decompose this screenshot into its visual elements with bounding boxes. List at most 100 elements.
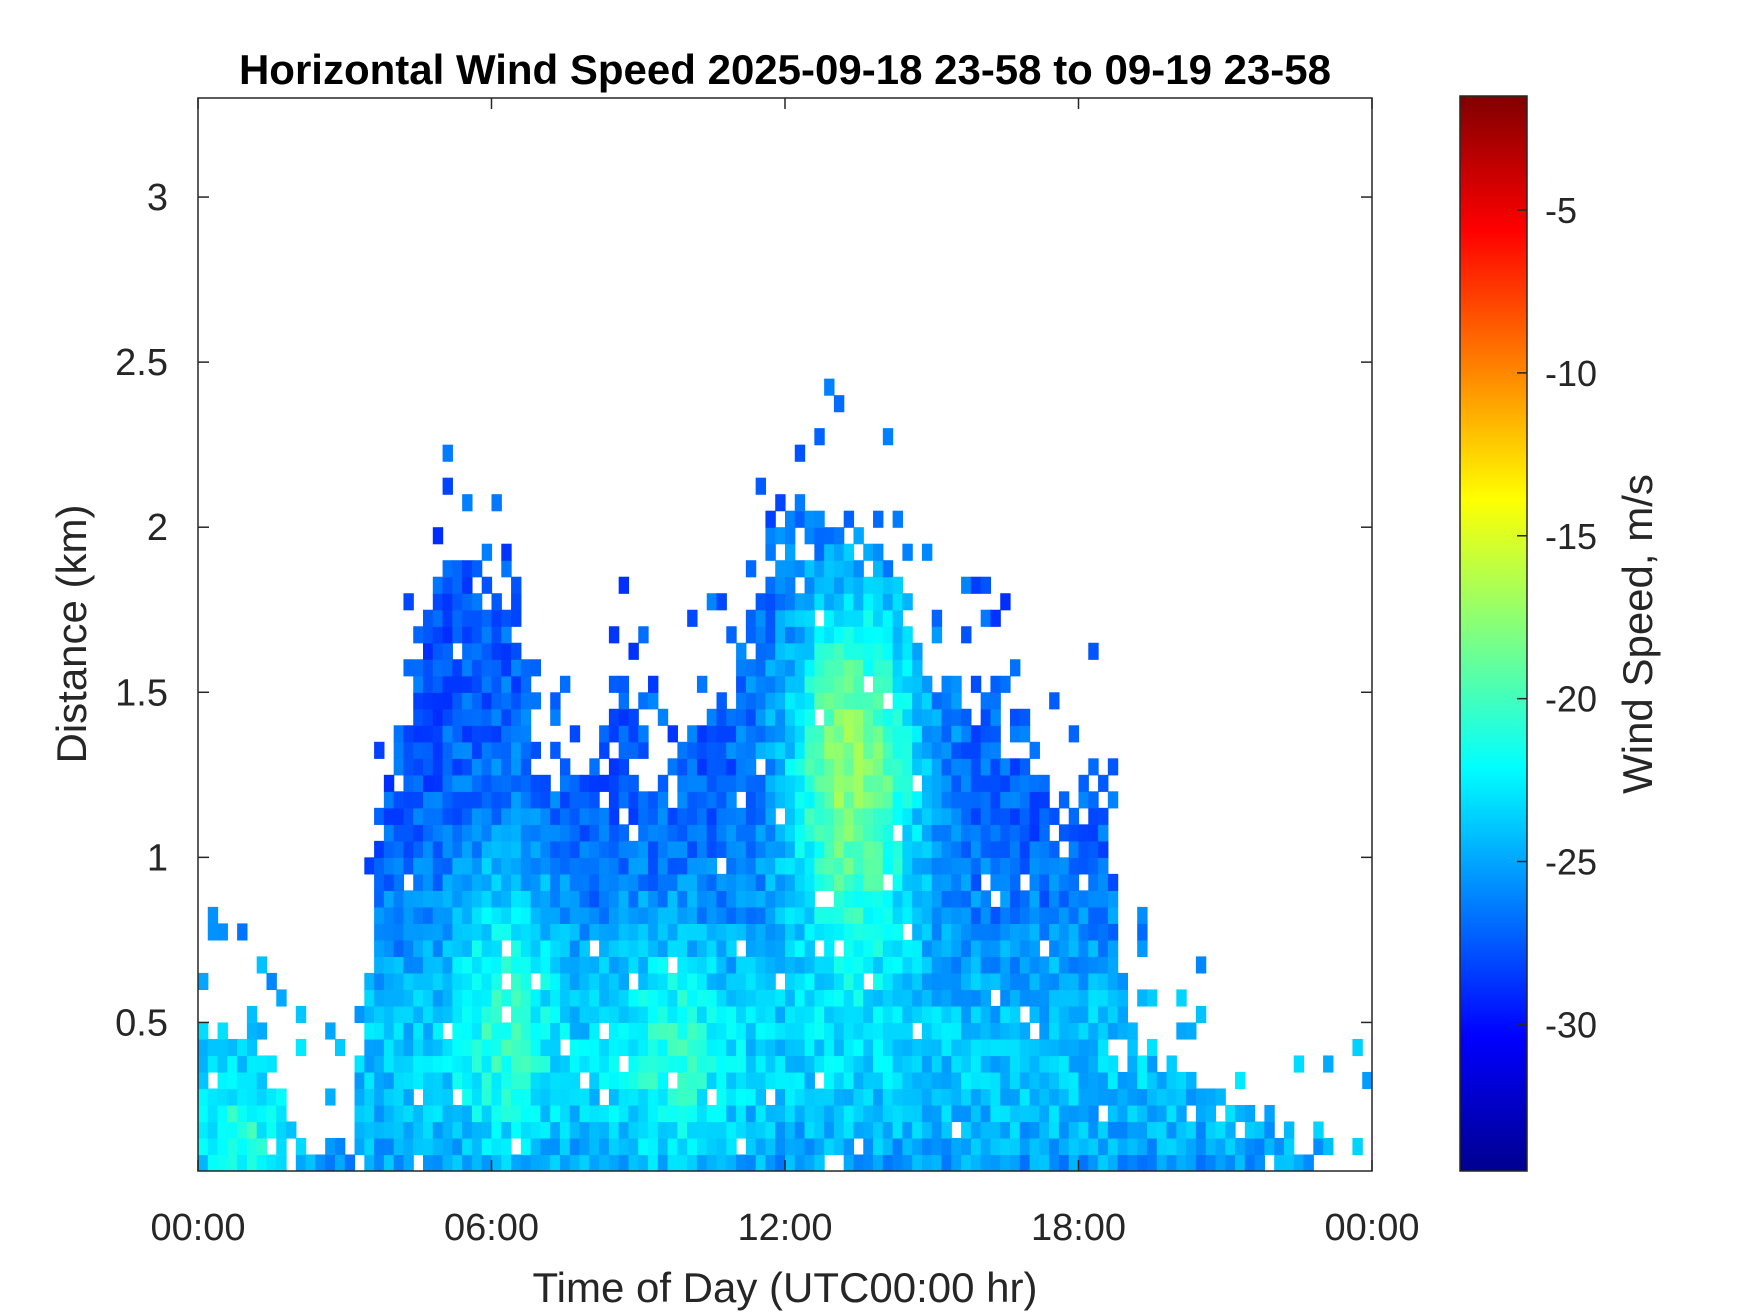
- heatmap-cell: [432, 1055, 444, 1073]
- heatmap-cell: [1117, 1022, 1129, 1040]
- heatmap-cell: [520, 791, 532, 809]
- heatmap-cell: [481, 659, 493, 677]
- heatmap-cell: [442, 1121, 453, 1139]
- heatmap-cell: [794, 642, 806, 660]
- heatmap-cell: [442, 890, 453, 908]
- heatmap-cell: [716, 774, 727, 792]
- heatmap-cell: [608, 1005, 620, 1024]
- heatmap-cell: [374, 1005, 385, 1024]
- heatmap-cell: [1088, 840, 1099, 858]
- heatmap-cell: [687, 1038, 698, 1057]
- heatmap-cell: [589, 1071, 600, 1090]
- heatmap-cell: [1010, 758, 1021, 776]
- heatmap-cell: [882, 642, 894, 660]
- heatmap-cell: [1254, 1154, 1265, 1171]
- heatmap-cell: [863, 939, 874, 957]
- heatmap-cell: [1127, 1121, 1138, 1139]
- heatmap-cell: [755, 1104, 767, 1123]
- heatmap-cell: [696, 1005, 708, 1024]
- heatmap-cell: [325, 1137, 336, 1156]
- heatmap-cell: [198, 1137, 209, 1156]
- heatmap-cell: [1019, 972, 1031, 991]
- heatmap-cell: [677, 890, 688, 908]
- heatmap-cell: [1107, 1071, 1119, 1090]
- heatmap-cell: [775, 1121, 786, 1139]
- heatmap-cell: [1117, 1088, 1129, 1106]
- heatmap-cell: [452, 840, 463, 858]
- heatmap-cell: [1010, 1055, 1021, 1073]
- heatmap-cell: [481, 1005, 493, 1024]
- heatmap-cell: [1078, 1154, 1089, 1171]
- heatmap-cell: [902, 1104, 913, 1123]
- heatmap-cell: [892, 1121, 903, 1139]
- heatmap-cell: [931, 791, 943, 809]
- heatmap-cell: [833, 1137, 845, 1156]
- heatmap-cell: [1058, 1071, 1070, 1090]
- heatmap-cell: [344, 1154, 356, 1171]
- heatmap-cell: [423, 939, 434, 957]
- heatmap-cell: [814, 626, 825, 644]
- heatmap-cell: [481, 543, 493, 561]
- heatmap-cell: [648, 675, 659, 693]
- heatmap-cell: [912, 692, 923, 710]
- heatmap-cell: [452, 1022, 463, 1040]
- heatmap-cell: [1107, 1154, 1119, 1171]
- heatmap-cell: [481, 989, 493, 1007]
- heatmap-cell: [785, 791, 796, 809]
- heatmap-cell: [1146, 989, 1158, 1007]
- heatmap-cell: [696, 989, 708, 1007]
- heatmap-cell: [452, 923, 463, 941]
- heatmap-cell: [442, 444, 453, 462]
- heatmap-cell: [873, 593, 884, 611]
- heatmap-cell: [1264, 1137, 1275, 1156]
- heatmap-cell: [951, 1071, 962, 1090]
- heatmap-cell: [618, 774, 630, 792]
- heatmap-cell: [677, 1154, 688, 1171]
- heatmap-cell: [569, 1071, 581, 1090]
- heatmap-cell: [902, 1022, 913, 1040]
- heatmap-cell: [824, 840, 835, 858]
- heatmap-cell: [462, 857, 473, 875]
- heatmap-cell: [657, 1154, 669, 1171]
- heatmap-cell: [980, 1154, 992, 1171]
- heatmap-cell: [413, 840, 424, 858]
- heatmap-cell: [501, 956, 512, 974]
- heatmap-cell: [1098, 1005, 1109, 1024]
- heatmap-cell: [1039, 923, 1050, 941]
- heatmap-cell: [413, 1055, 424, 1073]
- heatmap-cell: [413, 873, 424, 891]
- heatmap-cell: [941, 758, 952, 776]
- heatmap-cell: [843, 576, 855, 594]
- heatmap-cell: [374, 857, 385, 875]
- heatmap-cell: [423, 989, 434, 1007]
- heatmap-cell: [442, 642, 453, 660]
- heatmap-cell: [1195, 1005, 1207, 1024]
- heatmap-cell: [863, 1038, 874, 1057]
- heatmap-cell: [393, 840, 405, 858]
- heatmap-cell: [873, 725, 884, 743]
- heatmap-cell: [432, 840, 444, 858]
- heatmap-cell: [843, 1137, 855, 1156]
- heatmap-cell: [853, 642, 864, 660]
- heatmap-cell: [569, 923, 581, 941]
- heatmap-cell: [1058, 939, 1070, 957]
- heatmap-cell: [892, 758, 903, 776]
- heatmap-cell: [354, 1104, 365, 1123]
- heatmap-cell: [775, 791, 786, 809]
- heatmap-cell: [393, 857, 405, 875]
- heatmap-cell: [501, 873, 512, 891]
- heatmap-cell: [814, 428, 825, 446]
- heatmap-cell: [853, 1071, 864, 1090]
- heatmap-cell: [765, 890, 776, 908]
- heatmap-cell: [667, 906, 678, 924]
- heatmap-cell: [833, 626, 845, 644]
- heatmap-cell: [608, 890, 620, 908]
- heatmap-cell: [873, 560, 884, 578]
- heatmap-cell: [520, 989, 532, 1007]
- heatmap-cell: [785, 1104, 796, 1123]
- heatmap-cell: [1010, 873, 1021, 891]
- heatmap-cell: [1205, 1088, 1217, 1106]
- heatmap-cell: [403, 741, 414, 759]
- heatmap-cell: [794, 1038, 806, 1057]
- heatmap-cell: [804, 675, 815, 693]
